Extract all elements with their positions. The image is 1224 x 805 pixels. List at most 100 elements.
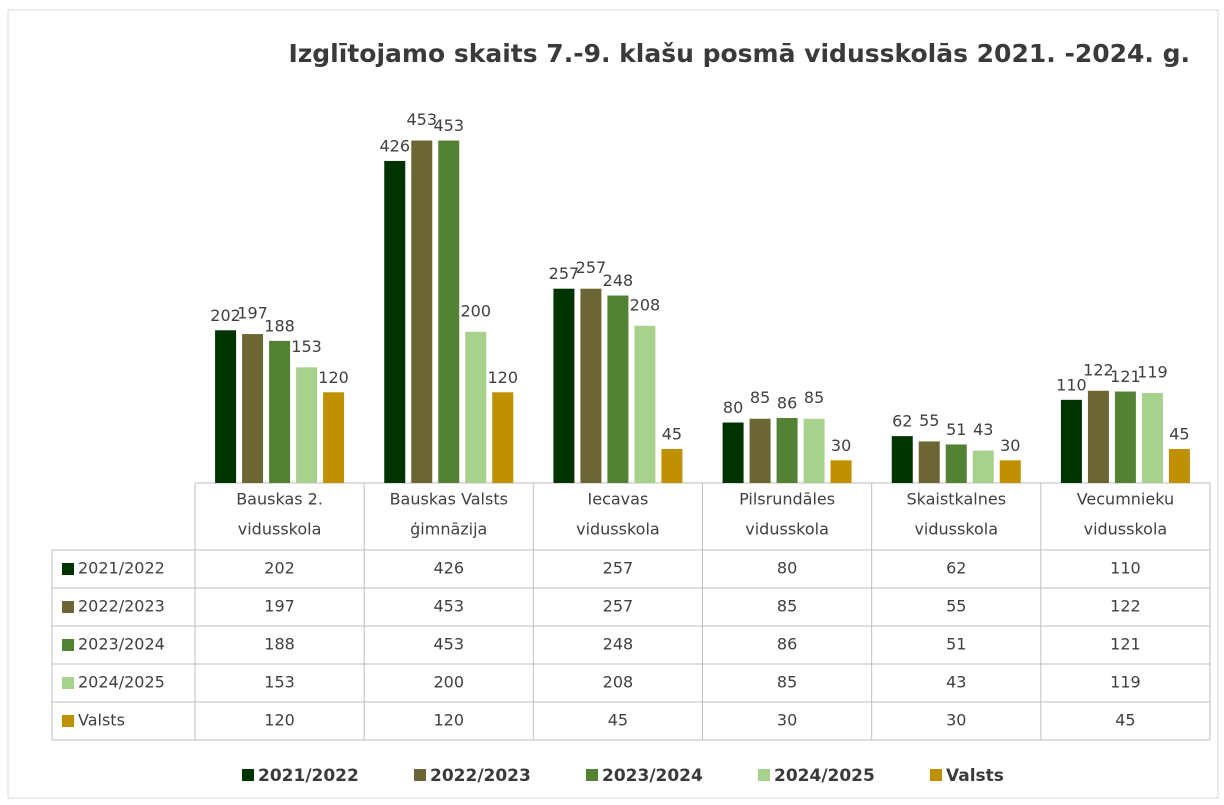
bar: [972, 450, 994, 483]
table-cell: 85: [777, 673, 797, 692]
table-cell: 62: [946, 559, 966, 578]
bar: [215, 330, 237, 483]
category-label: Iecavas: [588, 490, 649, 509]
data-label: 30: [1000, 436, 1020, 455]
data-label: 85: [804, 388, 824, 407]
data-label: 45: [662, 424, 682, 443]
category-label: vidusskola: [576, 520, 660, 539]
table-cell: 120: [433, 711, 464, 730]
bar: [411, 140, 433, 484]
data-label: 188: [264, 316, 295, 335]
chart-title: Izglītojamo skaits 7.-9. klašu posmā vid…: [288, 39, 1190, 68]
category-label: Pilsrundāles: [739, 490, 835, 509]
bar: [269, 340, 291, 483]
bar: [607, 295, 629, 483]
table-cell: 257: [603, 559, 634, 578]
table-cell: 45: [1115, 711, 1135, 730]
table-cell: 30: [777, 711, 797, 730]
data-label: 257: [549, 264, 580, 283]
category-label: Vecumnieku: [1077, 490, 1174, 509]
legend-label: 2023/2024: [602, 766, 703, 786]
table-series-name: 2023/2024: [78, 635, 165, 654]
table-legend-key: [62, 677, 74, 689]
table-cell: 120: [264, 711, 295, 730]
data-label: 197: [237, 304, 268, 323]
data-label: 122: [1083, 360, 1114, 379]
table-legend-key: [62, 639, 74, 651]
data-label: 248: [603, 271, 634, 290]
data-label: 257: [576, 258, 607, 277]
table-cell: 257: [603, 597, 634, 616]
data-label: 120: [487, 368, 518, 387]
table-cell: 122: [1110, 597, 1141, 616]
table-cell: 51: [946, 635, 966, 654]
data-label: 55: [919, 411, 939, 430]
table-cell: 30: [946, 711, 966, 730]
bar: [1087, 390, 1109, 483]
bar: [830, 460, 852, 483]
table-cell: 208: [603, 673, 634, 692]
table-legend-key: [62, 601, 74, 613]
data-label: 51: [946, 420, 966, 439]
table-cell: 426: [433, 559, 464, 578]
legend-label: 2022/2023: [430, 766, 531, 786]
table-series-name: Valsts: [78, 711, 125, 730]
legend-key: [242, 769, 254, 781]
table-cell: 80: [777, 559, 797, 578]
category-label: ģimnāzija: [410, 520, 487, 539]
data-label: 153: [291, 337, 322, 356]
bar: [661, 448, 683, 483]
data-label: 121: [1110, 367, 1141, 386]
bar: [492, 392, 514, 483]
bar: [1114, 391, 1136, 483]
bar: [242, 334, 264, 483]
bar: [580, 288, 602, 483]
table-series-name: 2021/2022: [78, 559, 165, 578]
category-label: Bauskas Valsts: [390, 490, 508, 509]
category-label: Bauskas 2.: [236, 490, 323, 509]
bar: [438, 140, 460, 484]
data-label: 453: [433, 116, 464, 135]
category-label: Skaistkalnes: [906, 490, 1006, 509]
legend-label: Valsts: [946, 766, 1004, 786]
table-cell: 453: [433, 635, 464, 654]
table-cell: 43: [946, 673, 966, 692]
legend-label: 2021/2022: [258, 766, 359, 786]
category-label: vidusskola: [1084, 520, 1168, 539]
table-cell: 153: [264, 673, 295, 692]
table-legend-key: [62, 563, 74, 575]
data-label: 85: [750, 388, 770, 407]
category-label: vidusskola: [238, 520, 322, 539]
table-cell: 197: [264, 597, 295, 616]
bar: [803, 418, 825, 483]
bar: [999, 460, 1021, 483]
table-cell: 85: [777, 597, 797, 616]
data-label: 208: [630, 295, 661, 314]
data-label: 45: [1169, 424, 1189, 443]
bar: [323, 392, 345, 483]
data-label: 119: [1137, 363, 1168, 382]
bar: [1060, 399, 1082, 483]
legend-key: [758, 769, 770, 781]
bar: [1168, 448, 1190, 483]
category-label: vidusskola: [914, 520, 998, 539]
category-label: vidusskola: [745, 520, 829, 539]
bar: [465, 331, 487, 483]
data-label: 80: [723, 398, 743, 417]
table-cell: 200: [433, 673, 464, 692]
bar: [296, 367, 318, 483]
table-cell: 248: [603, 635, 634, 654]
bar: [891, 436, 913, 483]
bar: [776, 417, 798, 483]
bar: [749, 418, 771, 483]
data-label: 30: [831, 436, 851, 455]
table-series-name: 2022/2023: [78, 597, 165, 616]
table-cell: 188: [264, 635, 295, 654]
data-label: 202: [210, 306, 241, 325]
table-cell: 119: [1110, 673, 1141, 692]
table-cell: 453: [433, 597, 464, 616]
legend-label: 2024/2025: [774, 766, 875, 786]
data-label: 62: [892, 412, 912, 431]
table-cell: 110: [1110, 559, 1141, 578]
